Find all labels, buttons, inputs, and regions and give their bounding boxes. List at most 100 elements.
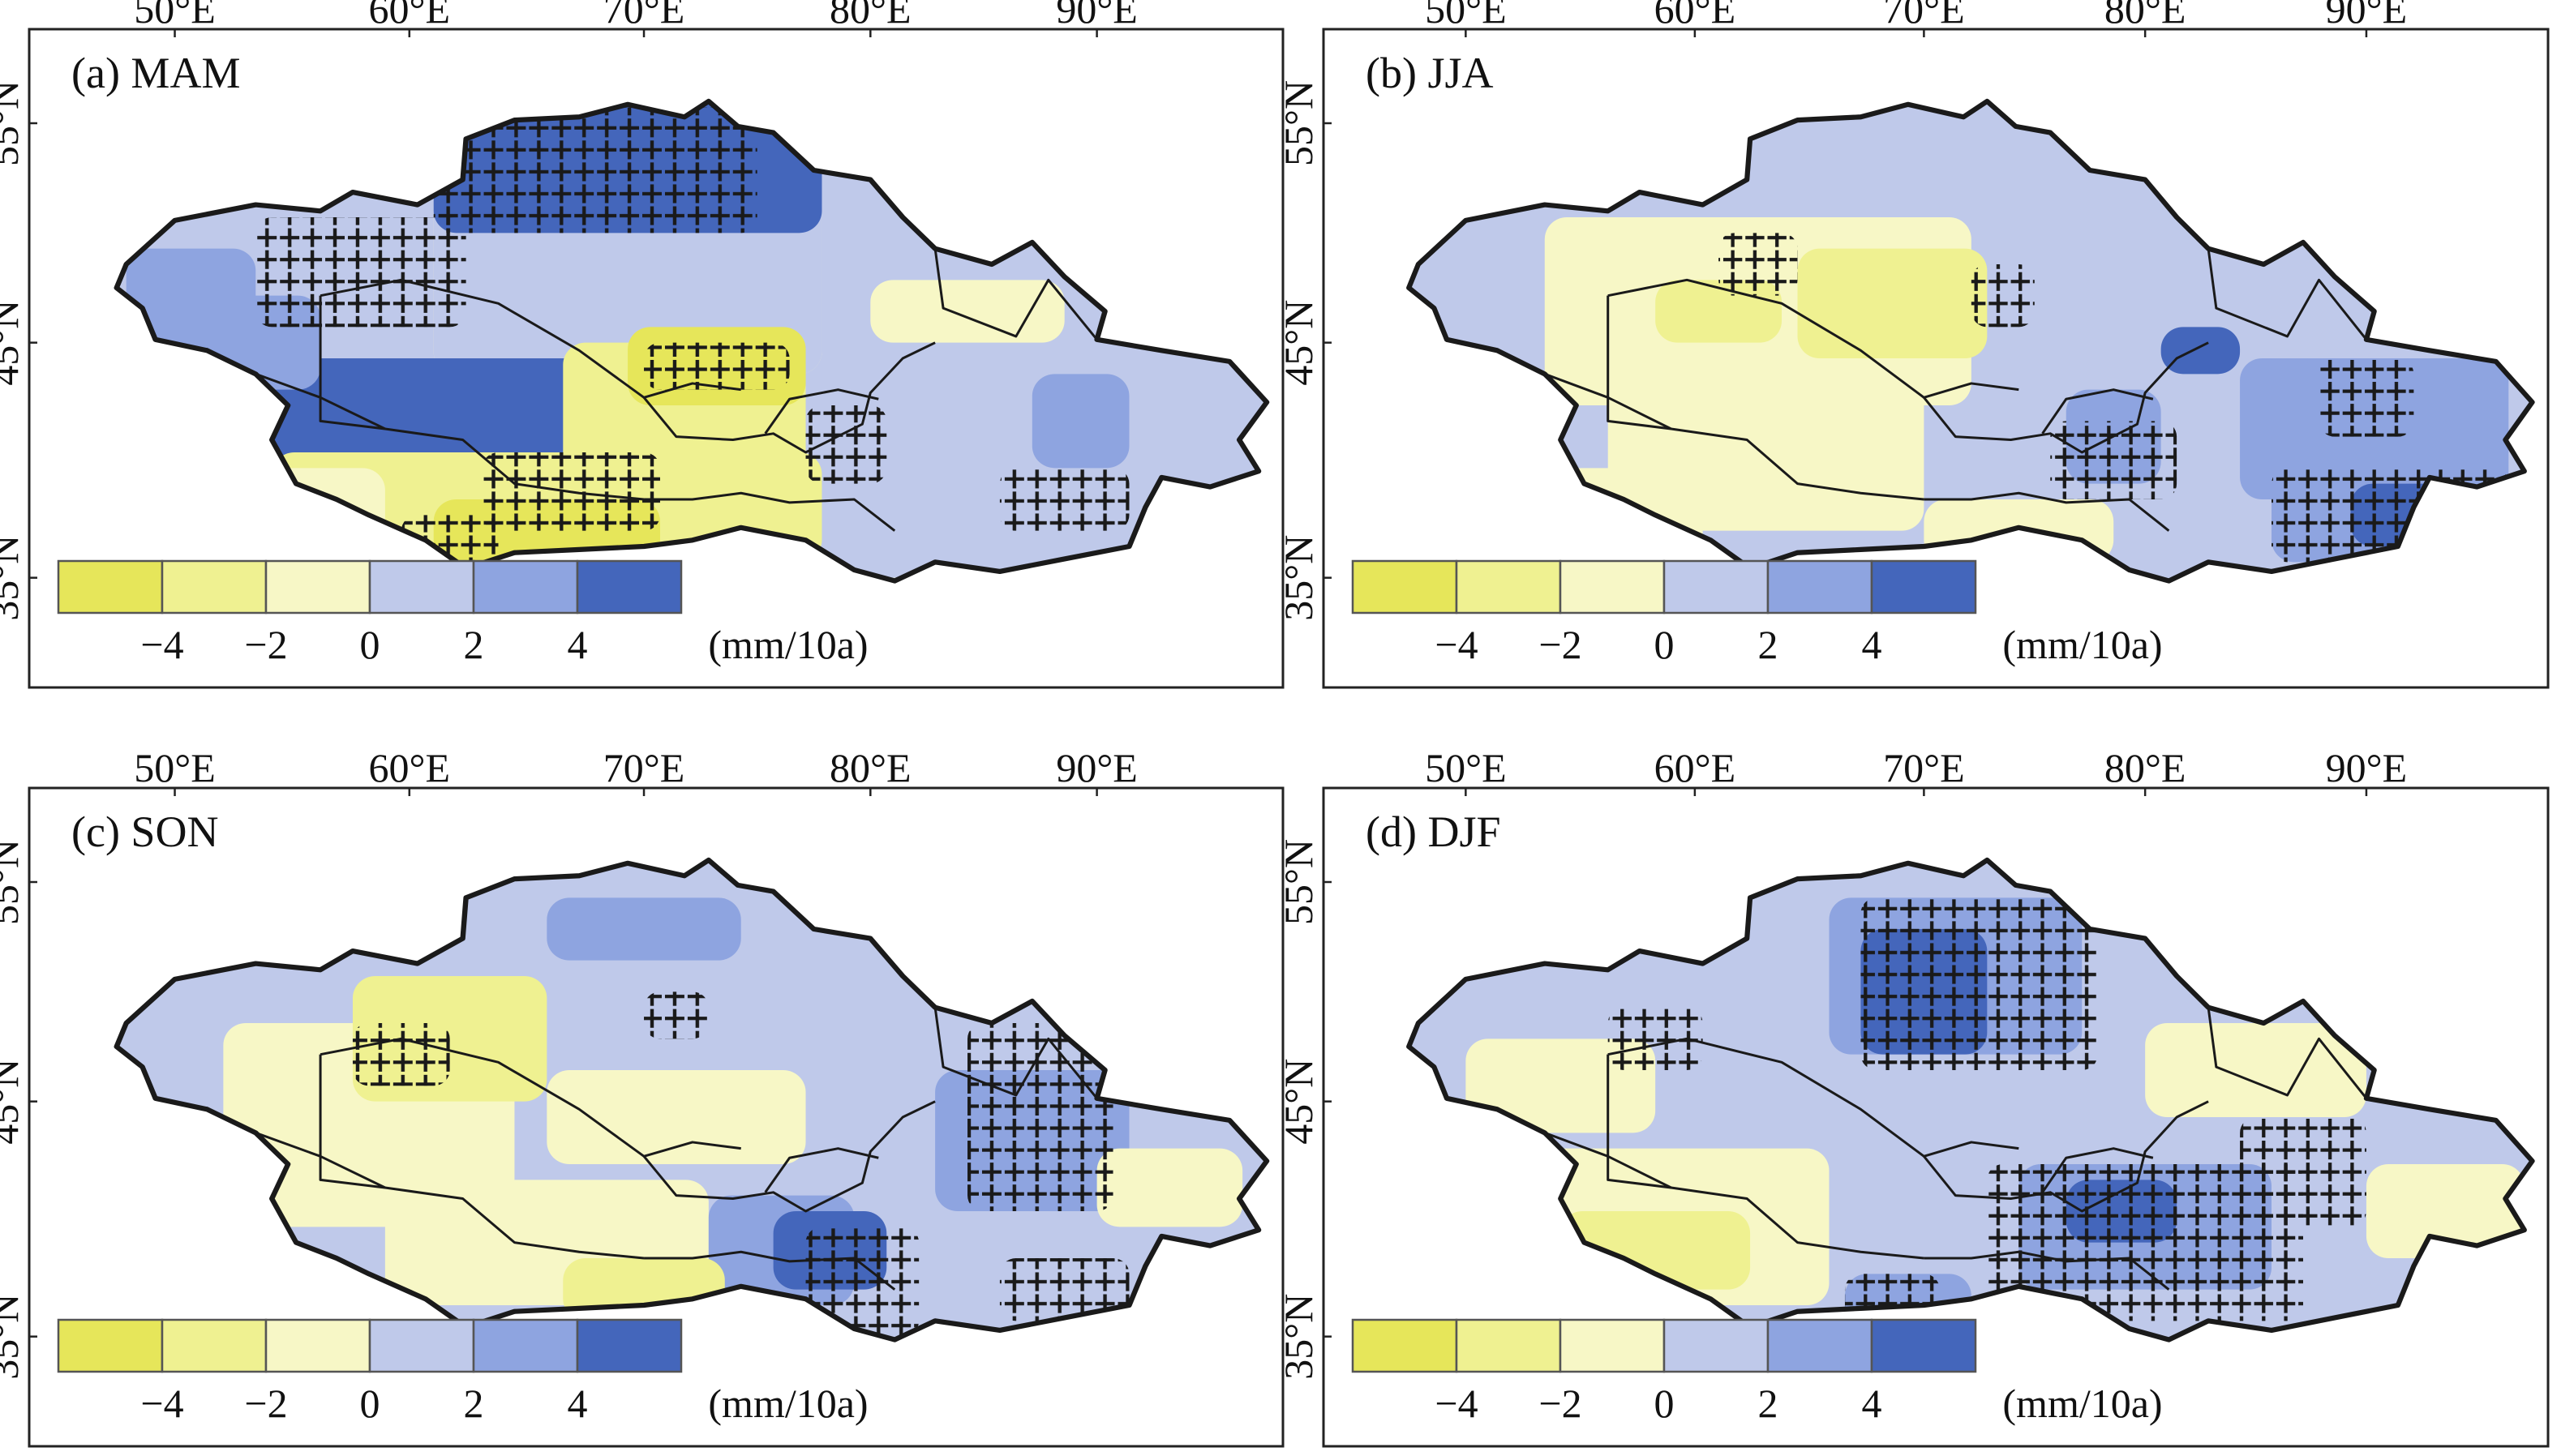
colorbar-swatch [1662, 559, 1770, 615]
colorbar-tick-label: 0 [360, 1381, 380, 1426]
colorbar-tick-label: 4 [568, 622, 588, 667]
map-panel-b: 50°E 60°E 70°E 80°E 90°E 55°N 45°N 35°N (b) JJA −… [1276, 0, 2550, 689]
country-border [255, 1133, 385, 1188]
colorbar-tick-label: −4 [140, 1381, 183, 1426]
colorbar-swatch [1455, 559, 1562, 615]
colorbar-swatch [576, 1318, 683, 1373]
colorbar-tick-label: 2 [1758, 622, 1778, 667]
country-border [1924, 493, 2169, 530]
lon-tick-label: 90°E [2326, 745, 2408, 790]
trend-patch [547, 897, 741, 961]
country-border [935, 249, 1096, 340]
colorbar-swatch [576, 559, 683, 615]
trend-patch [1096, 1148, 1243, 1227]
lon-tick-label: 70°E [603, 745, 685, 790]
panel-title: (b) JJA [1366, 49, 1494, 97]
trend-patch [1797, 248, 1988, 358]
lon-tick-label: 60°E [1654, 0, 1736, 32]
country-border [1545, 374, 1671, 429]
colorbar-swatch [1870, 559, 1977, 615]
colorbar-unit: (mm/10a) [708, 1381, 868, 1426]
map-panel-a: 50°E 60°E 70°E 80°E 90°E 55°N 45°N 35°N (a) MAM −… [0, 0, 1285, 689]
colorbar-legend: −4 −2 0 2 4 (mm/10a) [1351, 1318, 2163, 1426]
lon-tick-label: 50°E [134, 745, 216, 790]
lon-tick-label: 90°E [2326, 0, 2408, 32]
lon-tick-label: 60°E [369, 0, 451, 32]
country-border [766, 1149, 879, 1193]
panel-title: (d) DJF [1366, 807, 1501, 856]
country-border [1608, 296, 1924, 499]
map-panel-c: 50°E 60°E 70°E 80°E 90°E 55°N 45°N 35°N (c) SON −… [0, 745, 1285, 1448]
country-border [1608, 1055, 1924, 1258]
country-border [320, 1038, 741, 1156]
trend-patch [126, 248, 256, 343]
significance-hatch [644, 991, 709, 1039]
country-border [644, 343, 935, 452]
lat-tick-label: 55°N [1276, 839, 1321, 925]
country-border [935, 1008, 1096, 1098]
significance-hatch [2240, 1117, 2366, 1227]
country-border [644, 1252, 894, 1289]
lat-tick-label: 55°N [0, 839, 27, 925]
colorbar-legend: −4 −2 0 2 4 (mm/10a) [57, 559, 869, 667]
lon-tick-label: 80°E [830, 0, 912, 32]
panel-title: (a) MAM [71, 49, 240, 97]
colorbar-swatch [472, 559, 579, 615]
colorbar-swatch [1766, 559, 1873, 615]
trend-patch [870, 280, 1065, 343]
colorbar-legend: −4 −2 0 2 4 (mm/10a) [1351, 559, 2163, 667]
lat-tick-label: 45°N [0, 300, 27, 386]
lon-tick-label: 70°E [1883, 0, 1965, 32]
lon-tick-label: 60°E [1654, 745, 1736, 790]
country-border [644, 493, 894, 530]
colorbar-tick-label: 2 [464, 1381, 484, 1426]
country-border [2208, 249, 2366, 340]
map-region [117, 92, 1267, 624]
country-border [1608, 280, 2019, 397]
colorbar-swatch [368, 559, 475, 615]
lon-tick-label: 70°E [1883, 745, 1965, 790]
colorbar-legend: −4 −2 0 2 4 (mm/10a) [57, 1318, 869, 1426]
country-border [1924, 343, 2208, 452]
colorbar-swatch [1351, 559, 1458, 615]
panel-title: (c) SON [71, 807, 218, 856]
significance-hatch [644, 342, 790, 390]
significance-hatch [1718, 233, 1798, 296]
significance-hatch [1971, 264, 2035, 328]
colorbar-swatch [1455, 1318, 1562, 1373]
lat-tick-label: 35°N [1276, 535, 1321, 621]
colorbar-swatch [264, 559, 371, 615]
country-border [320, 280, 741, 397]
significance-hatch [1860, 897, 2098, 1070]
lat-tick-label: 45°N [1276, 300, 1321, 386]
significance-hatch [967, 1023, 1113, 1211]
country-border [2208, 1008, 2366, 1098]
country-border [320, 1055, 644, 1258]
lon-tick-label: 80°E [2104, 0, 2186, 32]
significance-hatch [433, 107, 757, 233]
country-border [644, 1102, 935, 1211]
significance-hatch [999, 468, 1130, 531]
colorbar-unit: (mm/10a) [2002, 622, 2162, 667]
lat-tick-label: 35°N [0, 1294, 27, 1380]
colorbar-unit: (mm/10a) [708, 622, 868, 667]
colorbar-tick-label: −4 [140, 622, 183, 667]
lat-tick-label: 35°N [1276, 1294, 1321, 1380]
colorbar-swatch [368, 1318, 475, 1373]
colorbar-tick-label: 0 [1654, 622, 1675, 667]
trend-patch [547, 1070, 806, 1164]
map-region [1409, 101, 2532, 581]
country-border [255, 374, 385, 429]
country-border [1608, 1038, 2019, 1156]
colorbar-tick-label: −4 [1435, 622, 1478, 667]
colorbar-tick-label: −2 [1538, 622, 1581, 667]
country-border [2043, 390, 2153, 434]
significance-hatch [1987, 1164, 2303, 1321]
colorbar-swatch [161, 559, 268, 615]
colorbar-swatch [1766, 1318, 1873, 1373]
map-region [1409, 860, 2532, 1352]
colorbar-swatch [472, 1318, 579, 1373]
colorbar-tick-label: 4 [1862, 1381, 1882, 1426]
lon-tick-label: 50°E [1425, 0, 1507, 32]
